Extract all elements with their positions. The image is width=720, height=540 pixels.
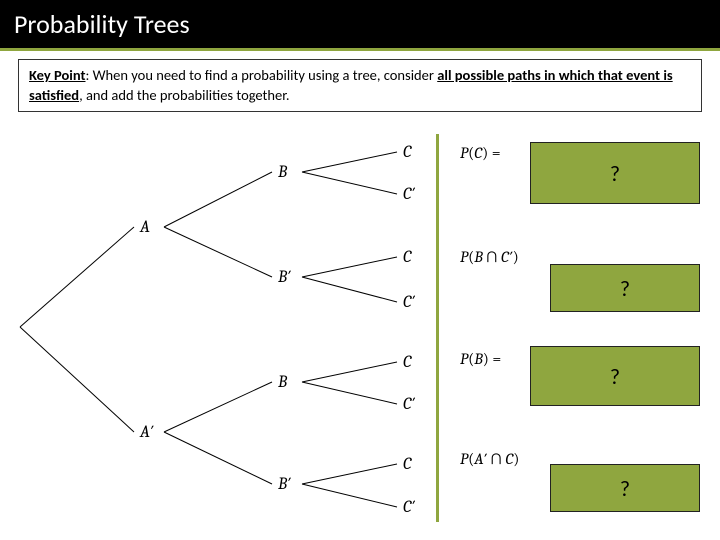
svg-text:C′: C′	[403, 395, 415, 414]
svg-text:C′: C′	[403, 293, 415, 312]
formula-3: P(A′ ∩ C)	[460, 450, 519, 468]
svg-text:A′: A′	[139, 423, 154, 442]
page-title: Probability Trees	[14, 8, 190, 40]
answer-box-2[interactable]: ?	[530, 346, 700, 406]
svg-text:C: C	[403, 353, 412, 372]
formula-0: P(C) =	[460, 144, 501, 162]
svg-text:B′: B′	[277, 268, 291, 287]
answer-box-0[interactable]: ?	[530, 142, 700, 204]
keypoint-text-1: : When you need to find a probability us…	[86, 66, 438, 84]
keypoint-lead: Key Point	[29, 66, 86, 84]
keypoint-box: Key Point: When you need to find a proba…	[18, 59, 702, 112]
svg-text:C: C	[403, 455, 412, 474]
svg-text:C′: C′	[403, 498, 415, 517]
keypoint-text-2: , and add the probabilities together.	[79, 86, 289, 104]
svg-text:B: B	[277, 373, 288, 392]
svg-text:C: C	[403, 143, 412, 162]
answer-box-3[interactable]: ?	[550, 464, 700, 512]
svg-text:C′: C′	[403, 185, 415, 204]
formula-1: P(B ∩ C′)	[460, 248, 519, 266]
header-bar: Probability Trees	[0, 0, 720, 48]
answer-box-1[interactable]: ?	[550, 264, 700, 312]
formula-2: P(B) =	[460, 350, 501, 368]
accent-line	[0, 48, 720, 51]
svg-text:B′: B′	[277, 475, 291, 494]
svg-text:B: B	[277, 163, 288, 182]
probability-tree: A A′ B B′ B B′ C C′ C C′ C C′ C C′	[0, 112, 440, 532]
svg-text:C: C	[403, 248, 412, 267]
vertical-divider	[436, 134, 439, 522]
content-area: A A′ B B′ B B′ C C′ C C′ C C′ C C′ P(C) = P(B ∩ C′) P(B…	[0, 112, 720, 532]
svg-text:A: A	[139, 218, 150, 237]
